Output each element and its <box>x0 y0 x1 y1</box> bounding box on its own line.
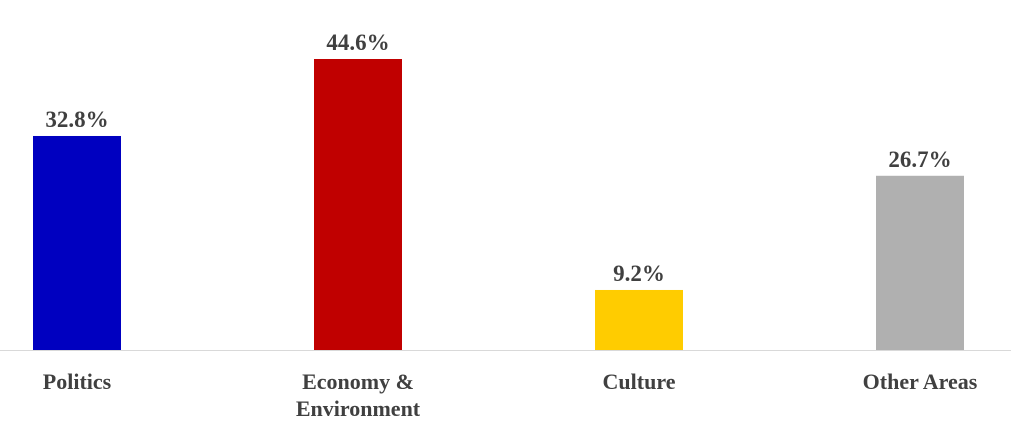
bar <box>876 175 964 350</box>
value-label: 9.2% <box>613 261 665 286</box>
x-tick-label: Politics <box>42 369 112 394</box>
value-label: 32.8% <box>45 107 108 132</box>
bar <box>33 135 121 350</box>
bar <box>595 289 683 350</box>
x-tick-label: Other Areas <box>862 369 978 394</box>
value-label: 44.6% <box>326 30 389 55</box>
x-tick-label: Culture <box>602 369 676 394</box>
x-tick-label: Economy & Environment <box>295 369 421 421</box>
bar <box>314 59 402 350</box>
value-label: 26.7% <box>888 147 951 172</box>
